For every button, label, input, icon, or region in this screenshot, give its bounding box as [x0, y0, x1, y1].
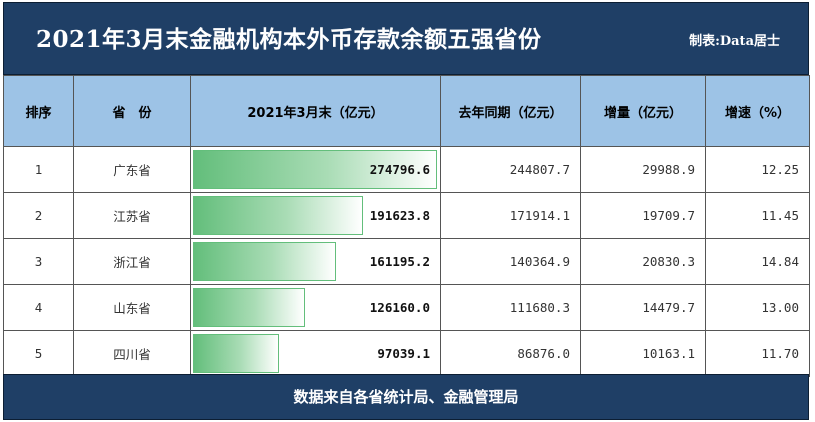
table-row: 3 浙江省 161195.2 140364.9 20830.3 14.84 [3, 238, 810, 285]
credit-label: 制表:Data居士 [689, 34, 780, 49]
rank-cell: 5 [3, 330, 74, 377]
data-bar [193, 334, 279, 373]
current-cell: 126160.0 [190, 284, 441, 331]
table-row: 5 四川省 97039.1 86876.0 10163.1 11.70 [3, 330, 810, 377]
growth-cell: 11.70 [705, 330, 810, 377]
increase-cell: 14479.7 [580, 284, 706, 331]
header-last-year: 去年同期（亿元） [440, 75, 581, 147]
current-cell: 274796.6 [190, 146, 441, 193]
increase-cell: 20830.3 [580, 238, 706, 285]
current-value: 274796.6 [369, 162, 430, 177]
current-cell: 191623.8 [190, 192, 441, 239]
province-cell: 广东省 [73, 146, 191, 193]
table-row: 4 山东省 126160.0 111680.3 14479.7 13.00 [3, 284, 810, 331]
growth-cell: 14.84 [705, 238, 810, 285]
data-bar [193, 242, 336, 281]
province-cell: 四川省 [73, 330, 191, 377]
data-bar [193, 196, 363, 235]
last-year-cell: 140364.9 [440, 238, 581, 285]
increase-cell: 19709.7 [580, 192, 706, 239]
header-growth: 增速（%） [705, 75, 810, 147]
last-year-cell: 111680.3 [440, 284, 581, 331]
current-cell: 97039.1 [190, 330, 441, 377]
rank-cell: 3 [3, 238, 74, 285]
chart-title: 2021年3月末金融机构本外币存款余额五强省份 [36, 26, 542, 53]
province-cell: 江苏省 [73, 192, 191, 239]
last-year-cell: 244807.7 [440, 146, 581, 193]
growth-cell: 13.00 [705, 284, 810, 331]
current-cell: 161195.2 [190, 238, 441, 285]
province-cell: 山东省 [73, 284, 191, 331]
current-value: 191623.8 [369, 208, 430, 223]
source-footer: 数据来自各省统计局、金融管理局 [3, 374, 809, 420]
data-bar [193, 288, 305, 327]
rank-cell: 4 [3, 284, 74, 331]
data-bar [193, 150, 437, 189]
growth-cell: 12.25 [705, 146, 810, 193]
header-current: 2021年3月末（亿元） [190, 75, 441, 147]
growth-cell: 11.45 [705, 192, 810, 239]
header-increase: 增量（亿元） [580, 75, 706, 147]
header-rank: 排序 [3, 75, 74, 147]
last-year-cell: 86876.0 [440, 330, 581, 377]
rank-cell: 1 [3, 146, 74, 193]
increase-cell: 10163.1 [580, 330, 706, 377]
table-frame: 2021年3月末金融机构本外币存款余额五强省份 制表:Data居士 排序 省 份… [3, 2, 810, 420]
data-table: 排序 省 份 2021年3月末（亿元） 去年同期（亿元） 增量（亿元） 增速（%… [3, 75, 810, 377]
current-value: 126160.0 [369, 300, 430, 315]
current-value: 97039.1 [377, 346, 430, 361]
increase-cell: 29988.9 [580, 146, 706, 193]
current-value: 161195.2 [369, 254, 430, 269]
province-cell: 浙江省 [73, 238, 191, 285]
table-row: 2 江苏省 191623.8 171914.1 19709.7 11.45 [3, 192, 810, 239]
title-bar: 2021年3月末金融机构本外币存款余额五强省份 制表:Data居士 [3, 2, 809, 75]
last-year-cell: 171914.1 [440, 192, 581, 239]
header-row: 排序 省 份 2021年3月末（亿元） 去年同期（亿元） 增量（亿元） 增速（%… [3, 75, 810, 147]
header-province: 省 份 [73, 75, 191, 147]
table-row: 1 广东省 274796.6 244807.7 29988.9 12.25 [3, 146, 810, 193]
rank-cell: 2 [3, 192, 74, 239]
